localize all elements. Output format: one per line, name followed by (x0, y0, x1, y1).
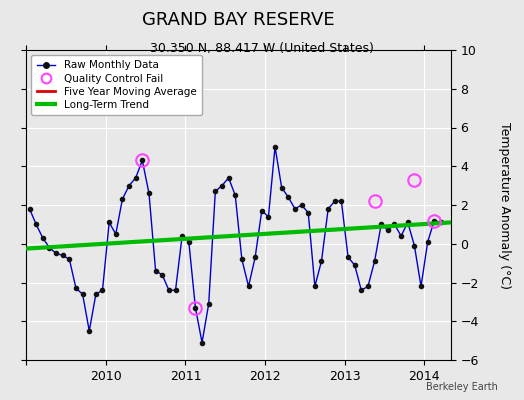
Title: GRAND BAY RESERVE: GRAND BAY RESERVE (142, 11, 335, 29)
Legend: Raw Monthly Data, Quality Control Fail, Five Year Moving Average, Long-Term Tren: Raw Monthly Data, Quality Control Fail, … (31, 55, 202, 115)
Text: 30.350 N, 88.417 W (United States): 30.350 N, 88.417 W (United States) (150, 42, 374, 55)
Y-axis label: Temperature Anomaly (°C): Temperature Anomaly (°C) (498, 122, 511, 288)
Text: Berkeley Earth: Berkeley Earth (426, 382, 498, 392)
